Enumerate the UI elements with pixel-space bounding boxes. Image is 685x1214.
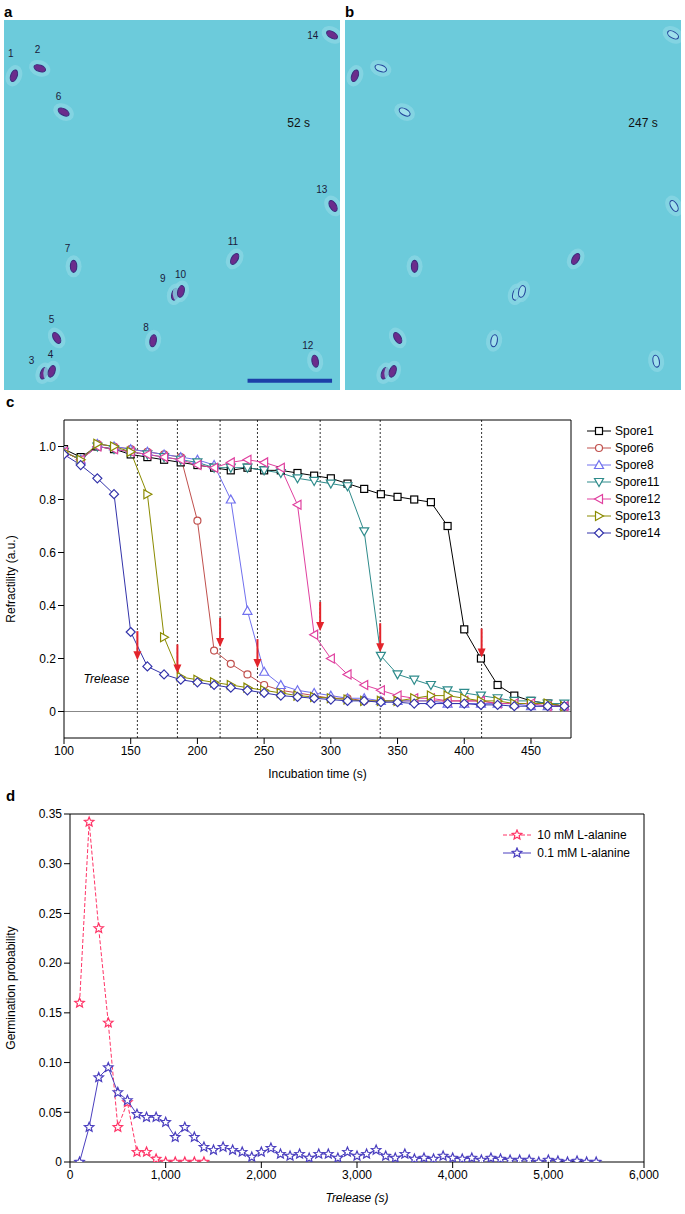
svg-text:5,000: 5,000 <box>533 1168 563 1182</box>
html-text:Spore13: Spore13 <box>615 508 661 523</box>
html-text:c: c <box>6 393 15 410</box>
svg-text:0: 0 <box>49 705 56 719</box>
svg-text:0: 0 <box>55 1155 62 1169</box>
svg-text:150: 150 <box>121 744 141 758</box>
svg-text:Trelease (s): Trelease (s) <box>325 1191 388 1205</box>
html-text:a: a <box>4 3 13 20</box>
svg-text:10: 10 <box>175 269 187 280</box>
html-text:10 mM L-alanine: 10 mM L-alanine <box>537 828 627 842</box>
svg-text:2: 2 <box>35 44 41 55</box>
svg-text:Germination probability: Germination probability <box>4 926 18 1049</box>
svg-text:5: 5 <box>49 314 55 325</box>
svg-text:0.4: 0.4 <box>39 599 56 613</box>
svg-text:247 s: 247 s <box>628 116 657 130</box>
svg-text:3,000: 3,000 <box>342 1168 372 1182</box>
html-text:Spore14: Spore14 <box>615 525 661 540</box>
svg-text:1.0: 1.0 <box>39 440 56 454</box>
svg-text:0.6: 0.6 <box>39 546 56 560</box>
svg-text:52 s: 52 s <box>287 116 310 130</box>
html-text:Spore12: Spore12 <box>615 491 661 506</box>
svg-text:13: 13 <box>316 184 328 195</box>
svg-text:7: 7 <box>65 243 71 254</box>
svg-text:200: 200 <box>187 744 207 758</box>
svg-text:6: 6 <box>56 91 62 102</box>
svg-text:Trelease: Trelease <box>84 672 130 686</box>
svg-text:0.8: 0.8 <box>39 493 56 507</box>
svg-text:450: 450 <box>521 744 541 758</box>
svg-text:8: 8 <box>143 322 149 333</box>
html-text:Spore11: Spore11 <box>615 474 660 489</box>
svg-text:11: 11 <box>228 236 239 247</box>
svg-text:0: 0 <box>67 1168 74 1182</box>
html-text:Spore8: Spore8 <box>615 457 654 472</box>
svg-text:12: 12 <box>302 340 314 351</box>
svg-text:0.2: 0.2 <box>39 652 56 666</box>
svg-text:0.25: 0.25 <box>39 907 63 921</box>
svg-text:250: 250 <box>254 744 274 758</box>
svg-text:0.35: 0.35 <box>39 807 63 821</box>
svg-text:4,000: 4,000 <box>438 1168 468 1182</box>
svg-text:9: 9 <box>160 273 166 284</box>
svg-text:4: 4 <box>48 349 54 360</box>
svg-text:0.05: 0.05 <box>39 1106 63 1120</box>
svg-text:400: 400 <box>454 744 474 758</box>
svg-text:100: 100 <box>54 744 74 758</box>
svg-text:1,000: 1,000 <box>151 1168 181 1182</box>
html-text:Spore6: Spore6 <box>615 440 654 455</box>
svg-text:300: 300 <box>321 744 341 758</box>
svg-text:0.10: 0.10 <box>39 1056 63 1070</box>
svg-text:0.20: 0.20 <box>39 956 63 970</box>
svg-text:6,000: 6,000 <box>629 1168 659 1182</box>
svg-text:2,000: 2,000 <box>246 1168 276 1182</box>
svg-text:1: 1 <box>8 48 14 59</box>
svg-text:14: 14 <box>307 30 319 41</box>
html-text:d: d <box>6 787 16 804</box>
svg-text:Incubation time (s): Incubation time (s) <box>268 767 367 781</box>
svg-text:3: 3 <box>29 355 35 366</box>
html-text:Spore1: Spore1 <box>615 423 654 438</box>
svg-text:0.15: 0.15 <box>39 1006 63 1020</box>
html-text:b: b <box>345 3 355 20</box>
svg-text:350: 350 <box>388 744 408 758</box>
svg-text:Refractility (a.u.): Refractility (a.u.) <box>4 535 18 622</box>
html-text:0.1 mM L-alanine: 0.1 mM L-alanine <box>537 846 630 860</box>
svg-text:0.30: 0.30 <box>39 857 63 871</box>
